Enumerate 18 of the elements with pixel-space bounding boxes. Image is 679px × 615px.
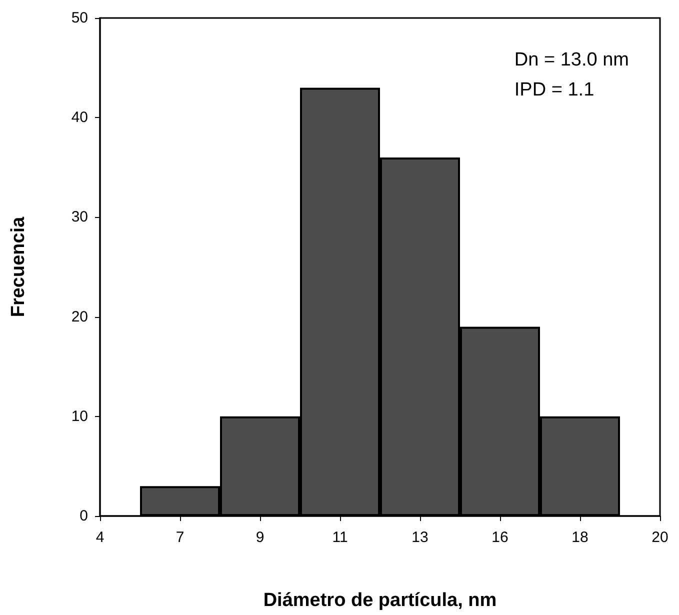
x-tick-label: 9 (256, 529, 264, 546)
x-tick-label: 4 (96, 529, 104, 546)
y-tick-label: 0 (80, 508, 88, 524)
y-tick-label: 40 (71, 109, 88, 126)
y-tick-label: 10 (71, 408, 88, 425)
y-tick-label: 20 (71, 308, 88, 326)
x-tick-label: 7 (176, 529, 184, 546)
x-axis-title: Diámetro de partícula, nm (263, 590, 497, 611)
y-axis-title: Frecuencia (8, 216, 29, 318)
x-tick-label: 13 (412, 529, 428, 546)
y-tick-label: 30 (71, 208, 88, 226)
y-tick-label: 50 (71, 10, 88, 26)
x-tick-label: 18 (572, 529, 588, 546)
annotation: Dn = 13.0 nm (514, 50, 629, 70)
x-tick-label: 16 (492, 529, 508, 546)
annotation: IPD = 1.1 (514, 80, 594, 100)
x-tick-label: 11 (332, 529, 348, 546)
x-tick-label: 20 (652, 529, 668, 546)
